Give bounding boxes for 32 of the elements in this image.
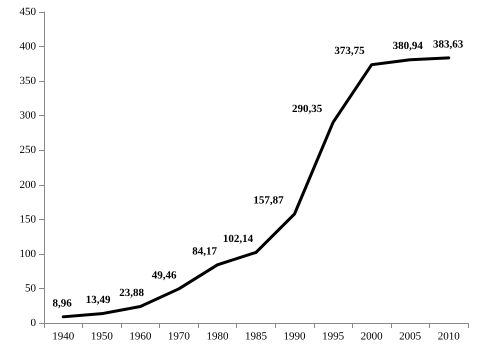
data-label: 13,49	[86, 294, 112, 306]
x-tick-label: 2000	[360, 330, 384, 342]
data-label: 84,17	[192, 245, 218, 258]
y-tick-label: 200	[20, 178, 36, 191]
x-tick-label: 1950	[90, 330, 114, 342]
x-tick-label: 1990	[284, 330, 306, 342]
x-tick-label: 1985	[245, 330, 268, 342]
y-tick-label: 250	[20, 144, 36, 156]
data-label: 373,75	[334, 45, 366, 58]
x-tick-label: 1940	[52, 330, 75, 342]
x-tick-label: 1970	[168, 330, 190, 342]
y-tick-label: 450	[20, 6, 36, 18]
data-label: 380,94	[392, 40, 424, 52]
data-label: 102,14	[222, 232, 254, 245]
y-tick-label: 350	[20, 75, 36, 88]
y-tick-label: 300	[20, 110, 36, 122]
data-label: 290,35	[292, 102, 323, 115]
y-tick-label: 0	[30, 317, 36, 329]
data-label: 49,46	[152, 269, 178, 282]
y-tick-label: 50	[25, 282, 36, 294]
x-tick-label: 1995	[322, 330, 345, 342]
data-label: 157,87	[253, 194, 284, 206]
data-label: 383,63	[432, 38, 464, 50]
y-tick-label: 400	[20, 40, 36, 53]
y-tick-label: 100	[20, 248, 36, 260]
x-tick-label: 1980	[206, 330, 229, 342]
data-label: 23,88	[119, 286, 144, 299]
x-tick-label: 2010	[438, 330, 460, 342]
y-tick-label: 150	[20, 213, 36, 226]
data-label: 8,96	[52, 297, 72, 310]
x-tick-label: 1960	[129, 330, 152, 342]
x-tick-label: 2005	[399, 330, 422, 342]
